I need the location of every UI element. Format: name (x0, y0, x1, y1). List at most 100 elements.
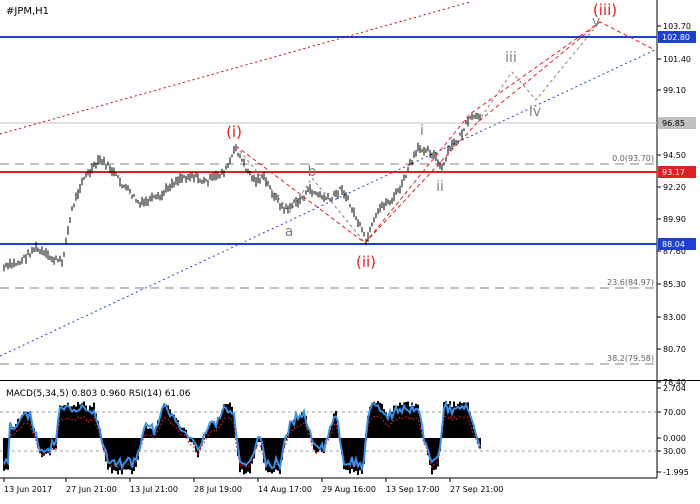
macd-bar (293, 419, 295, 438)
macd-bar (169, 409, 171, 438)
macd-bar (355, 438, 357, 471)
wave-label-ii: ii (436, 179, 444, 195)
macd-bar (155, 427, 157, 438)
price-tick-label: 99.10 (663, 86, 686, 95)
macd-bar (89, 405, 91, 438)
macd-bar (23, 411, 25, 438)
macd-bar (473, 428, 475, 438)
fib-label-0: 0.0(93.70) (612, 154, 654, 163)
macd-bar (157, 420, 159, 438)
macd-bar (385, 412, 387, 438)
macd-bar (277, 438, 279, 471)
price-tick-label: 92.20 (663, 183, 686, 192)
price-tick-label: 87.60 (663, 247, 686, 256)
price-tick-label: 101.40 (663, 55, 691, 64)
macd-bar (209, 424, 211, 438)
price-tag: 88.04 (658, 238, 696, 250)
macd-bar (395, 406, 397, 438)
macd-bar (73, 405, 75, 438)
wave-label-v: v (592, 14, 600, 30)
macd-bar (273, 438, 275, 473)
price-axis: 103.70 101.40 99.10 94.50 92.20 89.90 87.60 85.… (657, 22, 691, 387)
macd-bar (407, 401, 409, 438)
macd-bar (63, 405, 65, 438)
macd-bar (251, 438, 253, 464)
macd-bar (39, 438, 41, 454)
macd-bar (301, 412, 303, 438)
macd-bar (435, 438, 437, 470)
macd-bar (345, 438, 347, 470)
price-tick-label: 85.30 (663, 280, 686, 289)
macd-bar (43, 438, 45, 456)
macd-bar (211, 421, 213, 438)
time-tick-label: 28 Jul 19:00 (194, 485, 242, 494)
fib-label-236: 23.6(84.97) (607, 278, 654, 287)
macd-bar (3, 438, 5, 471)
indicator-axis: 2.704 70.00 0.000 30.00 -1.995 (657, 384, 689, 477)
macd-bar (229, 402, 231, 438)
macd-bar (455, 406, 457, 438)
macd-bar (129, 438, 131, 470)
macd-bar (97, 421, 99, 438)
macd-bar (397, 406, 399, 438)
wave-label-iii-red: (iii) (593, 1, 617, 19)
macd-bar (91, 407, 93, 438)
macd-bar (111, 438, 113, 474)
macd-bar (323, 438, 325, 453)
macd-bar (145, 426, 147, 438)
macd-bar (343, 438, 345, 470)
macd-bar (357, 438, 359, 475)
macd-bar (281, 438, 283, 460)
wave-label-a: a (285, 224, 294, 240)
channel-line[interactable] (0, 1, 471, 135)
macd-bar (411, 402, 413, 438)
macd-bar (221, 410, 223, 438)
time-tick-label: 27 Sep 21:00 (450, 485, 503, 494)
macd-bar (393, 405, 395, 438)
macd-bar (45, 438, 47, 454)
macd-bar (419, 415, 421, 438)
price-tag: 102.80 (658, 31, 696, 43)
macd-bar (399, 402, 401, 438)
trend-line[interactable] (0, 48, 658, 357)
macd-bar (381, 403, 383, 438)
macd-bar (329, 429, 331, 438)
macd-bar (17, 418, 19, 438)
macd-bar (117, 438, 119, 475)
macd-bar (413, 406, 415, 438)
indicator-tick-label: 0.000 (663, 434, 686, 443)
macd-bar (243, 438, 245, 475)
price-tags: 102.80 96.85 93.17 88.04 (658, 31, 696, 250)
macd-bar (203, 438, 205, 440)
macd-bar (275, 438, 277, 470)
macd-bar (31, 423, 33, 438)
time-tick-label: 27 Jun 21:00 (66, 485, 117, 494)
price-tag-label: 93.17 (662, 168, 685, 177)
price-tag-label: 88.04 (662, 240, 685, 249)
macd-bar (123, 438, 125, 470)
macd-bar (177, 420, 179, 438)
macd-bar (137, 438, 139, 460)
macd-bar (403, 402, 405, 438)
macd-bar (375, 403, 377, 438)
indicator-tick-label: -1.995 (663, 468, 689, 477)
price-tick-label: 78.40 (663, 378, 686, 387)
macd-bar (11, 429, 13, 438)
macd-bar (131, 438, 133, 475)
rsi-line (3, 400, 481, 472)
macd-bar (219, 416, 221, 438)
macd-bar (391, 411, 393, 438)
macd-bar (353, 438, 355, 473)
price-tag: 96.85 (658, 117, 696, 129)
wave-label-ii-red: (ii) (356, 253, 376, 271)
macd-bar (341, 438, 343, 455)
macd-bar (457, 403, 459, 438)
macd-bar (253, 438, 255, 459)
macd-bar (467, 402, 469, 438)
wave-label-iv: iv (529, 104, 541, 120)
price-series (3, 112, 481, 272)
macd-bar (183, 427, 185, 438)
time-tick-label: 13 Jun 2017 (4, 485, 52, 494)
